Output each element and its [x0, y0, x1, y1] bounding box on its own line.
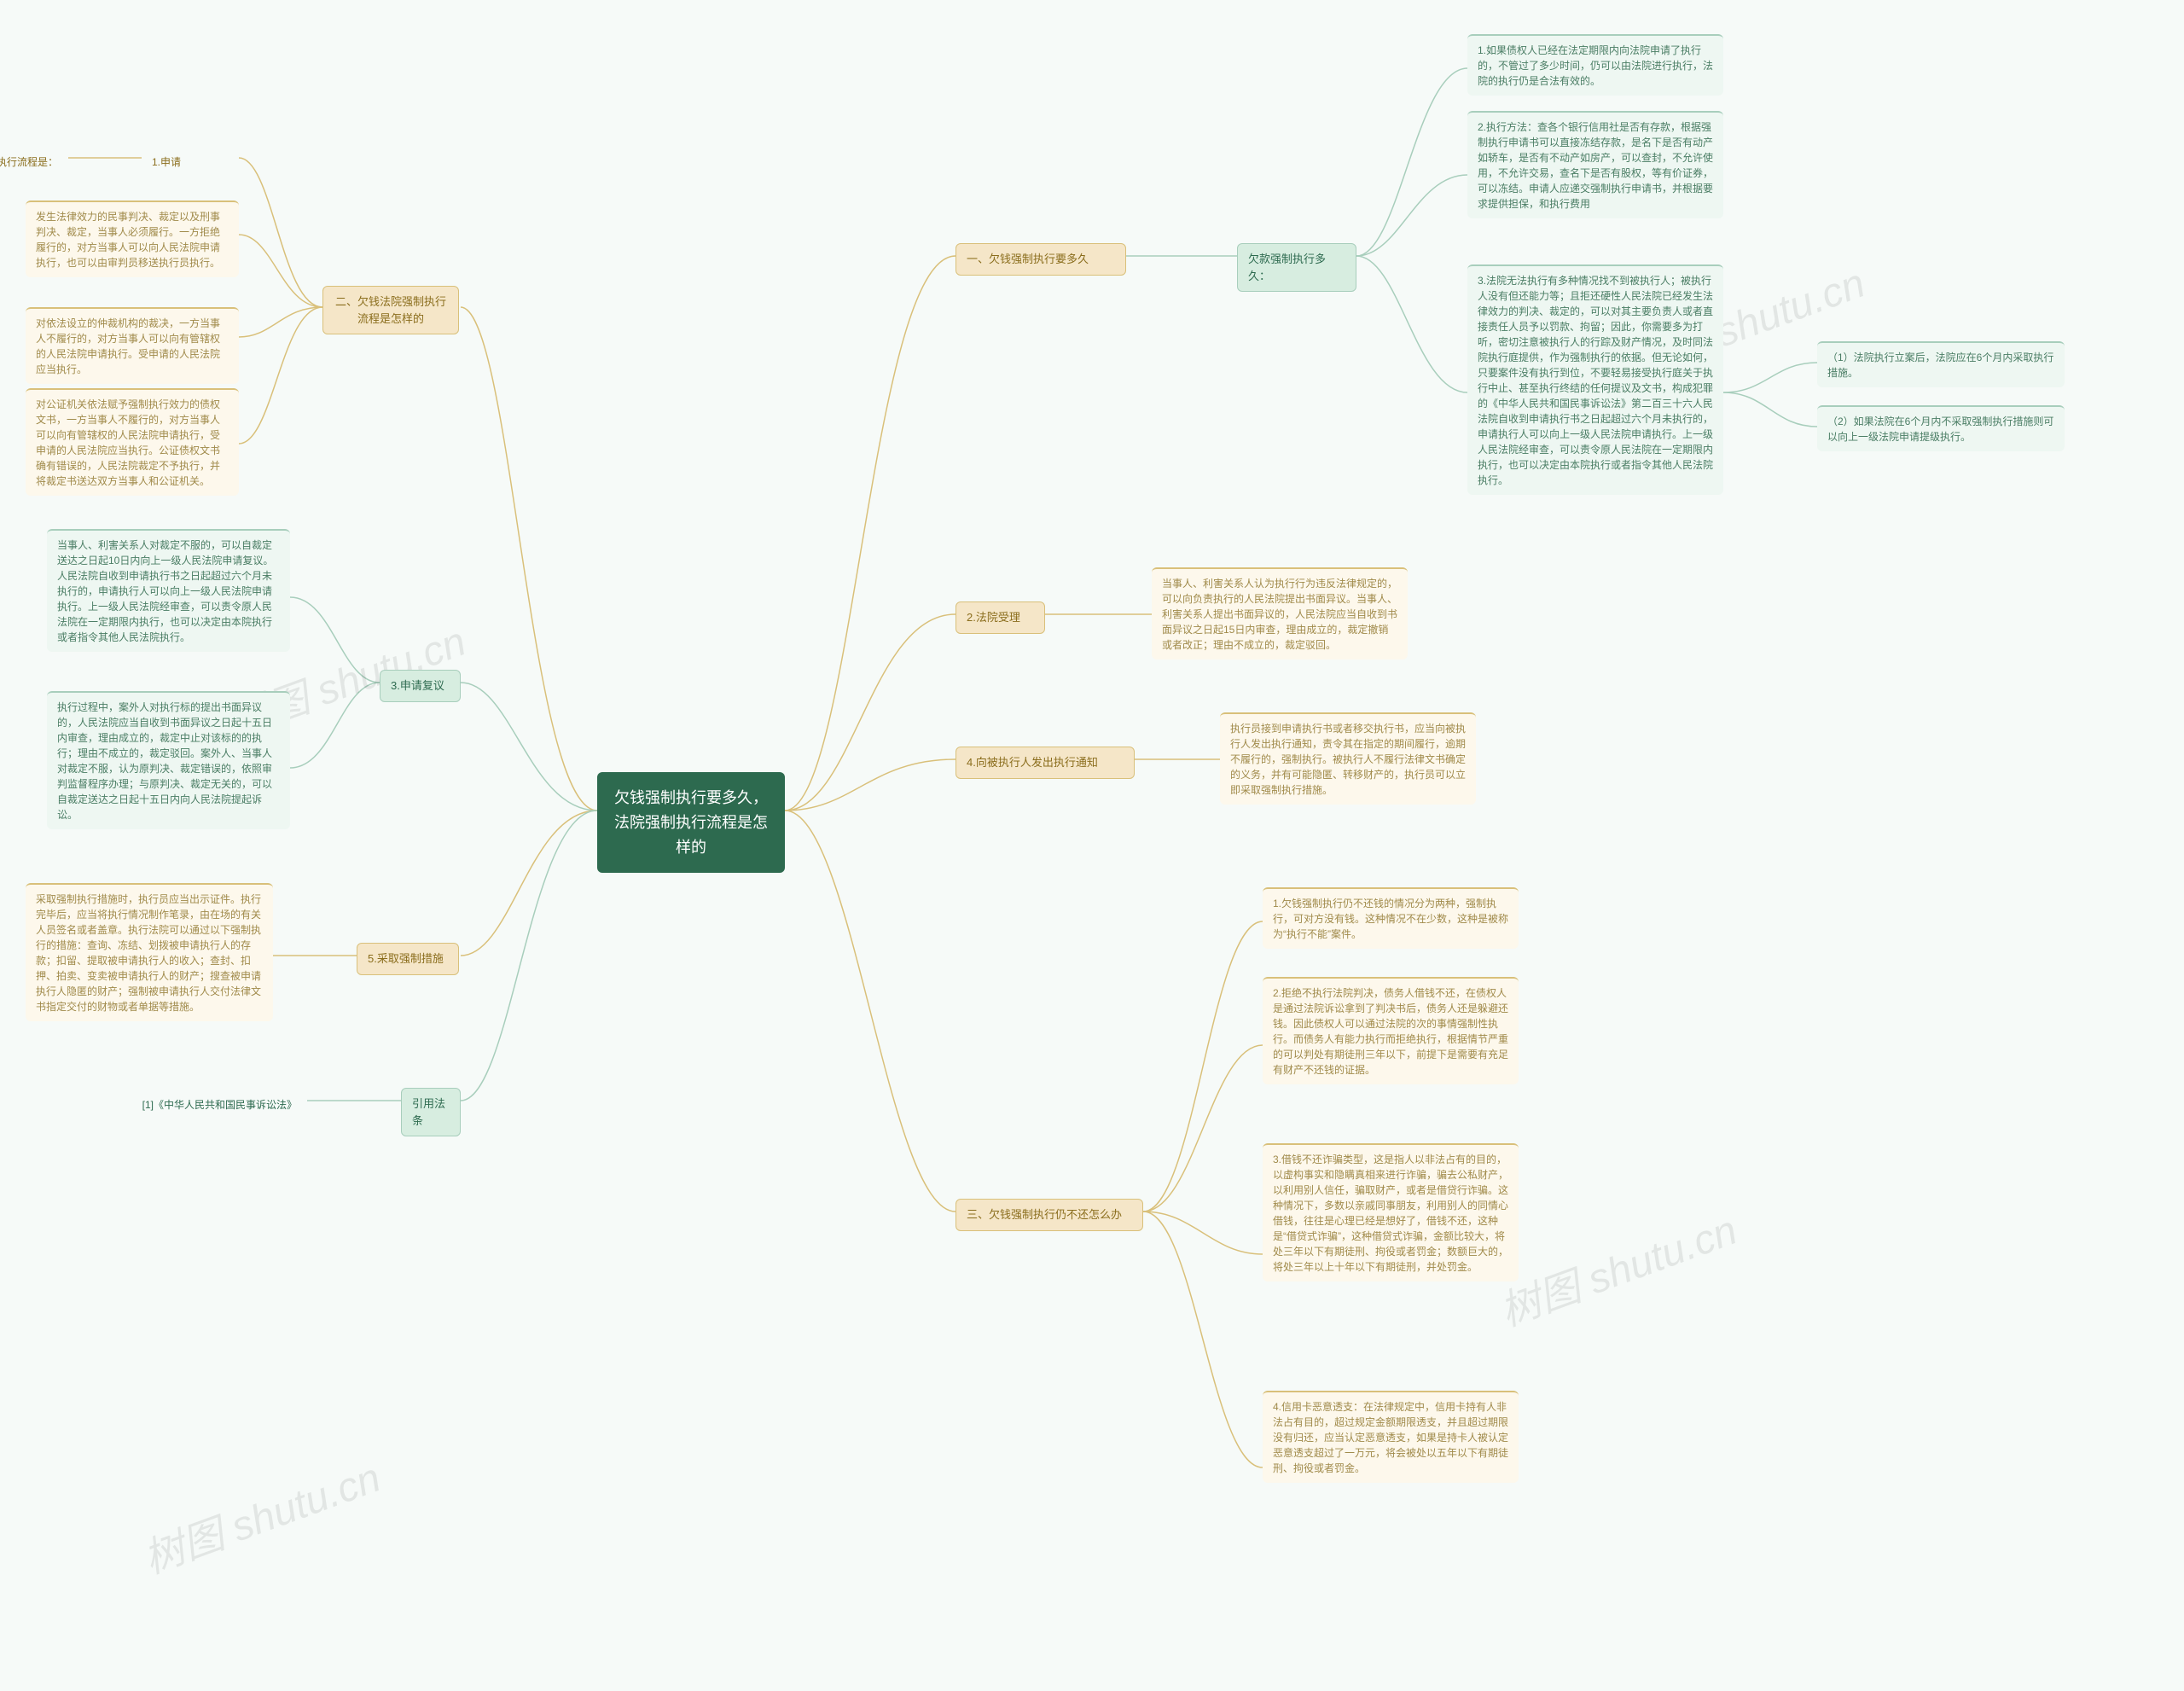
leaf-l1-1: 发生法律效力的民事判决、裁定以及刑事判决、裁定，当事人必须履行。一方拒绝履行的，… [26, 200, 239, 277]
branch-l1-apply: 1.申请 [142, 148, 193, 177]
leaf-r2: 当事人、利害关系人认为执行行为违反法律规定的，可以向负责执行的人民法院提出书面异… [1152, 567, 1408, 660]
leaf-l3: 采取强制执行措施时，执行员应当出示证件。执行完毕后，应当将执行情况制作笔录，由在… [26, 883, 273, 1021]
leaf-r1-3: 3.法院无法执行有多种情况找不到被执行人；被执行人没有但还能力等；且拒还硬性人民… [1467, 264, 1723, 495]
leaf-r1-3-b: （2）如果法院在6个月内不采取强制执行措施则可以向上一级法院申请提级执行。 [1817, 405, 2065, 451]
root-node: 欠钱强制执行要多久，法院强制执行流程是怎样的 [597, 772, 785, 873]
branch-r2: 2.法院受理 [956, 601, 1045, 634]
leaf-l2-2: 执行过程中，案外人对执行标的提出书面异议的，人民法院应当自收到书面异议之日起十五… [47, 691, 290, 829]
leaf-r4-3: 3.借钱不还诈骗类型，这是指人以非法占有的目的，以虚构事实和隐瞒真相来进行诈骗，… [1263, 1143, 1519, 1281]
leaf-l2-1: 当事人、利害关系人对裁定不服的，可以自裁定送达之日起10日内向上一级人民法院申请… [47, 529, 290, 652]
branch-l4: 引用法条 [401, 1088, 461, 1136]
leaf-l1-2: 对依法设立的仲裁机构的裁决，一方当事人不履行的，对方当事人可以向有管辖权的人民法… [26, 307, 239, 384]
leaf-l1-3: 对公证机关依法赋予强制执行效力的债权文书，一方当事人不履行的，对方当事人可以向有… [26, 388, 239, 496]
branch-r3: 4.向被执行人发出执行通知 [956, 747, 1135, 779]
leaf-r1-2: 2.执行方法：查各个银行信用社是否有存款，根据强制执行申请书可以直接冻结存款，是… [1467, 111, 1723, 218]
branch-r1-sub: 欠款强制执行多久： [1237, 243, 1356, 292]
leaf-r1-3-a: （1）法院执行立案后，法院应在6个月内采取执行措施。 [1817, 341, 2065, 387]
branch-r4: 三、欠钱强制执行仍不还怎么办 [956, 1199, 1143, 1231]
leaf-l4: [1]《中华人民共和国民事诉讼法》 [102, 1090, 307, 1119]
leaf-r4-4: 4.信用卡恶意透支：在法律规定中，信用卡持有人非法占有目的，超过规定金额期限透支… [1263, 1391, 1519, 1483]
watermark: 树图 shutu.cn [1490, 1196, 1744, 1337]
branch-l1: 二、欠钱法院强制执行流程是怎样的 [322, 286, 459, 334]
branch-l3: 5.采取强制措施 [357, 943, 459, 975]
leaf-r1-1: 1.如果债权人已经在法定期限内向法院申请了执行的，不管过了多少时间，仍可以由法院… [1467, 34, 1723, 96]
leaf-r4-1: 1.欠钱强制执行仍不还钱的情况分为两种，强制执行，可对方没有钱。这种情况不在少数… [1263, 887, 1519, 949]
branch-l2: 3.申请复议 [380, 670, 461, 702]
branch-r1: 一、欠钱强制执行要多久 [956, 243, 1126, 276]
leaf-r3: 执行员接到申请执行书或者移交执行书，应当向被执行人发出执行通知，责令其在指定的期… [1220, 712, 1476, 805]
watermark: 树图 shutu.cn [134, 1444, 387, 1584]
branch-l1-apply-sub: 欠钱法院强制执行流程是： [0, 148, 68, 177]
leaf-r4-2: 2.拒绝不执行法院判决，债务人借钱不还，在债权人是通过法院诉讼拿到了判决书后，债… [1263, 977, 1519, 1084]
